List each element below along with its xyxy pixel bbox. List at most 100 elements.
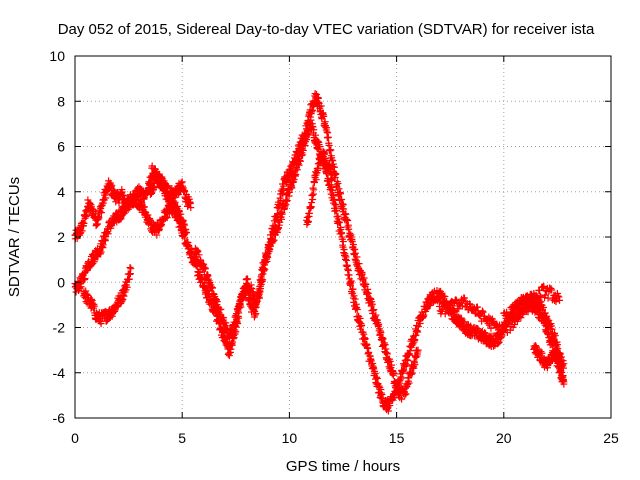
data-point (280, 182, 288, 190)
data-point (404, 380, 412, 388)
data-point (537, 348, 545, 356)
data-point (349, 285, 357, 293)
data-point (425, 302, 433, 310)
data-point (353, 306, 361, 314)
data-point (294, 151, 302, 159)
data-point (398, 395, 406, 403)
data-point (460, 294, 468, 302)
data-point (255, 291, 263, 299)
data-point (167, 197, 175, 205)
data-point (246, 294, 254, 302)
data-point (342, 210, 350, 218)
data-point (474, 325, 482, 333)
y-tick-label: 4 (57, 184, 65, 200)
data-point (230, 328, 238, 336)
y-tick-label: -2 (53, 320, 66, 336)
data-point (441, 310, 449, 318)
data-point (485, 313, 493, 321)
data-point (97, 320, 105, 328)
data-point (99, 241, 107, 249)
data-point (328, 174, 336, 182)
data-point (274, 210, 282, 218)
data-point (120, 292, 128, 300)
series-track-G (500, 296, 568, 386)
data-point (450, 306, 458, 314)
data-point (102, 194, 110, 202)
data-point (165, 193, 173, 201)
data-point (317, 102, 325, 110)
data-point (351, 245, 359, 253)
data-point (314, 137, 322, 145)
data-point (108, 181, 116, 189)
data-point (386, 402, 394, 410)
data-point (236, 299, 244, 307)
data-point (373, 373, 381, 381)
data-point (289, 168, 297, 176)
data-point (303, 126, 311, 134)
data-point (540, 282, 548, 290)
data-point (407, 370, 415, 378)
data-point (336, 190, 344, 198)
y-axis-ticks: -6 -4 -2 0 2 4 6 8 10 (49, 48, 611, 426)
data-point (478, 307, 486, 315)
data-point (395, 382, 403, 390)
data-point (309, 196, 317, 204)
data-point (320, 112, 328, 120)
data-point (293, 156, 301, 164)
y-axis-label: SDTVAR / TECUs (6, 177, 23, 297)
data-point (412, 353, 420, 361)
data-point (187, 204, 195, 212)
data-point (342, 253, 350, 261)
data-point (368, 300, 376, 308)
data-point (372, 311, 380, 319)
data-point (316, 143, 324, 151)
data-point (248, 288, 256, 296)
data-point (83, 290, 91, 298)
data-point (266, 238, 274, 246)
data-point (194, 247, 202, 255)
data-point (90, 302, 98, 310)
data-point (209, 284, 217, 292)
data-point (355, 260, 363, 268)
data-point (126, 270, 134, 278)
data-point (518, 306, 526, 314)
data-point (375, 320, 383, 328)
data-point (95, 214, 103, 222)
data-point (235, 309, 243, 317)
data-point (548, 341, 556, 349)
data-point (410, 364, 418, 372)
data-point (81, 275, 89, 283)
y-tick-label: 0 (57, 274, 65, 290)
data-point (255, 290, 263, 298)
data-point (365, 348, 373, 356)
data-point (123, 283, 131, 291)
x-tick-label: 5 (178, 430, 186, 446)
data-point (306, 113, 314, 121)
y-tick-label: -4 (53, 365, 66, 381)
data-point (364, 285, 372, 293)
data-point (560, 360, 568, 368)
data-point (373, 374, 381, 382)
data-point (283, 197, 291, 205)
data-point (285, 175, 293, 183)
data-point (310, 126, 318, 134)
data-point (386, 357, 394, 365)
data-point (276, 201, 284, 209)
data-point (390, 369, 398, 377)
data-point (292, 157, 300, 165)
data-point (345, 225, 353, 233)
data-point (117, 215, 125, 223)
data-point (160, 215, 168, 223)
data-point (140, 203, 148, 211)
data-point (164, 188, 172, 196)
data-point (443, 300, 451, 308)
x-tick-label: 20 (496, 430, 512, 446)
data-point (283, 197, 291, 205)
data-point (555, 293, 563, 301)
data-point (118, 188, 126, 196)
data-point (384, 407, 392, 415)
data-point (547, 285, 555, 293)
data-point (126, 263, 134, 271)
